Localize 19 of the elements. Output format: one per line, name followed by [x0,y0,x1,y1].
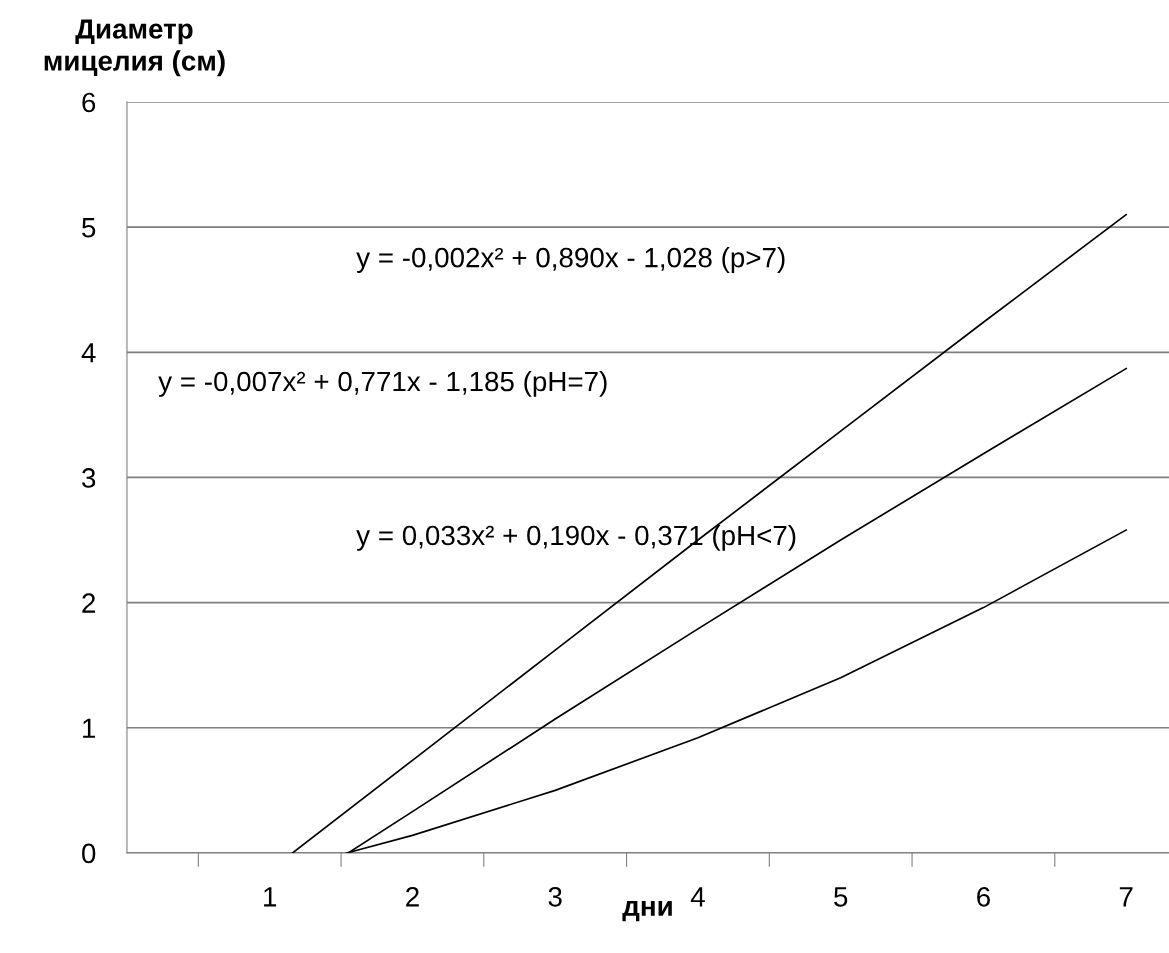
x-tick-label: 3 [548,887,562,907]
x-tick-label: 5 [834,887,848,907]
y-tick-label: 3 [82,468,96,488]
annotation: y = -0,007x² + 0,771x - 1,185 (pH=7) [158,370,607,397]
annotation: y = 0,033x² + 0,190x - 0,371 (pH<7) [356,524,796,551]
x-axis-title: дни [622,900,672,922]
y-tick-label: 6 [82,92,96,113]
y-axis-title: Диаметр мицелия (см) [44,19,225,77]
x-tick-label: 4 [690,887,705,907]
y-tick-label: 1 [83,718,96,738]
x-tick-label: 2 [406,887,419,907]
y-tick-label: 5 [82,218,96,238]
x-tick-label: 1 [264,887,277,907]
y-tick-label: 2 [82,593,95,613]
annotation: y = -0,002x² + 0,890x - 1,028 (p>7) [356,247,785,273]
x-tick-label: 7 [1119,887,1133,907]
y-tick-label: 4 [81,343,96,363]
x-tick-label: 6 [977,887,990,907]
y-tick-label: 0 [82,843,96,864]
